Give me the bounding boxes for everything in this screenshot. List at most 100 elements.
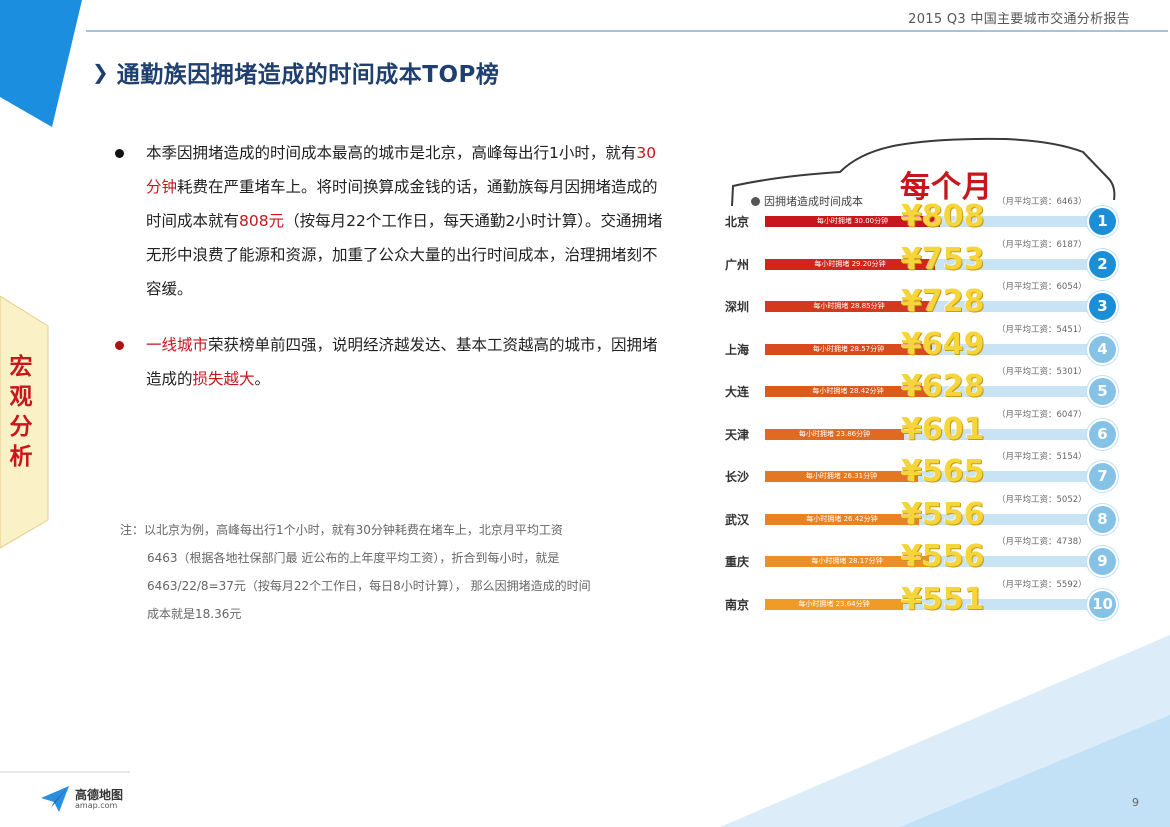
footnote: 注：以北京为例，高峰每出行1个小时，就有30分钟耗费在堵车上，北京月平均工资 6… xyxy=(120,516,665,628)
bar-fill-label: 每小时拥堵 23.86分钟 xyxy=(798,429,871,438)
salary-label: （月平均工资：5301） xyxy=(997,367,1087,377)
footnote-line: 成本就是18.36元 xyxy=(147,607,242,621)
bar-fill-label: 每小时拥堵 28.85分钟 xyxy=(813,302,885,310)
salary-label: （月平均工资：5592） xyxy=(997,579,1087,590)
highlight-text: 一线城市 xyxy=(146,336,209,354)
city-label: 南京 xyxy=(725,597,750,612)
logo-text: 高德地图 xyxy=(75,787,124,802)
bar-fill-label: 每小时拥堵 30.00分钟 xyxy=(816,217,889,225)
salary-label: （月平均工资：4738） xyxy=(997,537,1087,547)
page-number: 9 xyxy=(1132,796,1139,809)
city-label: 深圳 xyxy=(725,300,750,314)
footnote-line: 注：以北京为例，高峰每出行1个小时，就有30分钟耗费在堵车上，北京月平均工资 xyxy=(120,523,563,537)
salary-label: （月平均工资：6054） xyxy=(997,282,1087,292)
ranking-row: 大连 每小时拥堵 28.42分钟 ¥628 （月平均工资：5301） 5 xyxy=(725,367,1120,409)
footnote-line: 6463/22/8=37元（按每月22个工作日，每日8小时计算）， 那么因拥堵造… xyxy=(147,579,591,593)
monthly-cost-value: ¥601 xyxy=(901,411,985,447)
bottom-right-blue-triangle xyxy=(900,715,1170,827)
car-outline-icon xyxy=(731,137,1116,207)
monthly-cost-value: ¥556 xyxy=(901,539,985,574)
side-tab-label: 宏 观 分 析 xyxy=(6,352,36,472)
bullet-dot-icon xyxy=(115,341,124,350)
monthly-cost-value: ¥728 xyxy=(901,284,985,319)
bullet-item-2: 一线城市荣获榜单前四强，说明经济越发达、基本工资越高的城市，因拥堵造成的损失越大… xyxy=(112,328,667,396)
salary-label: （月平均工资：5451） xyxy=(997,324,1087,335)
rank-badge: 9 xyxy=(1089,548,1116,575)
bullet-dot-icon xyxy=(115,149,124,158)
top-left-blue-corner xyxy=(0,0,82,127)
footnote-line: 6463（根据各地社保部门最 近公布的上年度平均工资），折合到每小时，就是 xyxy=(147,551,560,565)
bar-fill-label: 每小时拥堵 28.42分钟 xyxy=(812,387,884,395)
city-label: 广州 xyxy=(725,257,750,272)
rank-badge: 5 xyxy=(1089,378,1116,405)
monthly-cost-value: ¥565 xyxy=(901,454,985,489)
bar-track xyxy=(765,598,1115,610)
bar-track xyxy=(765,471,1115,482)
ranking-row: 天津 每小时拥堵 23.86分钟 ¥601 （月平均工资：6047） 6 xyxy=(725,410,1120,452)
bar-fill-label: 每小时拥堵 28.17分钟 xyxy=(811,557,883,565)
ranking-row: 武汉 每小时拥堵 26.42分钟 ¥556 （月平均工资：5052） 8 xyxy=(725,495,1120,537)
bar-track xyxy=(765,216,1115,227)
bullet-text: 。 xyxy=(254,370,271,388)
rank-badge: 3 xyxy=(1089,293,1116,320)
side-tab-char: 宏 xyxy=(9,354,33,380)
ranking-row: 上海 每小时拥堵 28.57分钟 ¥649 （月平均工资：5451） 4 xyxy=(725,325,1120,367)
bar-fill-label: 每小时拥堵 28.57分钟 xyxy=(812,344,885,353)
city-label: 北京 xyxy=(725,215,750,229)
ranking-row: 长沙 每小时拥堵 26.31分钟 ¥565 （月平均工资：5154） 7 xyxy=(725,452,1120,494)
rank-badge: 10 xyxy=(1089,590,1116,618)
bar-fill xyxy=(765,301,933,312)
bar-fill xyxy=(765,556,929,567)
bar-fill xyxy=(765,428,904,440)
bar-fill xyxy=(765,258,935,270)
bar-fill xyxy=(765,386,931,397)
bullet-text: 本季因拥堵造成的时间成本最高的城市是北京，高峰每出行1小时，就有 xyxy=(146,144,637,162)
report-title: 2015 Q3 中国主要城市交通分析报告 xyxy=(908,12,1130,27)
bullet-text: 荣获榜单前四强，说明经济越发达、基本工资越高的城市，因拥堵造成的 xyxy=(146,336,658,388)
monthly-label: 每个月 xyxy=(900,170,993,205)
salary-label: （月平均工资：5154） xyxy=(997,452,1087,462)
bar-track xyxy=(765,556,1115,567)
bar-track xyxy=(765,513,1115,525)
monthly-cost-value: ¥808 xyxy=(901,199,985,234)
monthly-cost-value: ¥649 xyxy=(901,326,985,362)
bar-fill-label: 每小时拥堵 26.42分钟 xyxy=(806,514,878,523)
bar-track xyxy=(765,301,1115,312)
legend-label: 因拥堵造成时间成本 xyxy=(764,195,863,208)
slide-title: 通勤族因拥堵造成的时间成本TOP榜 xyxy=(116,62,500,88)
highlight-text: 损失越大 xyxy=(192,370,255,388)
ranking-row: 南京 每小时拥堵 23.64分钟 ¥551 （月平均工资：5592） 10 xyxy=(725,580,1120,622)
amap-logo: 高德地图 amap.com xyxy=(40,785,123,813)
city-label: 大连 xyxy=(725,385,750,399)
side-tab-char: 观 xyxy=(9,384,33,410)
side-tab-shape xyxy=(0,295,49,549)
highlight-text: 808元 xyxy=(239,212,285,230)
legend-dot-icon xyxy=(751,196,760,206)
side-tab-char: 析 xyxy=(9,444,33,470)
rank-badge: 7 xyxy=(1089,463,1116,490)
bar-fill xyxy=(765,216,940,227)
city-label: 武汉 xyxy=(725,512,750,527)
bar-track xyxy=(765,343,1115,355)
bar-track xyxy=(765,258,1115,270)
city-label: 重庆 xyxy=(725,555,750,569)
bar-fill xyxy=(765,343,932,355)
city-label: 天津 xyxy=(725,427,750,442)
rank-badge: 2 xyxy=(1089,250,1116,278)
highlight-text: 30分钟 xyxy=(146,144,657,196)
paper-plane-icon xyxy=(41,786,69,812)
chevron-right-icon: ❯ xyxy=(92,60,109,84)
bar-fill-label: 每小时拥堵 29.20分钟 xyxy=(814,259,886,268)
ranking-row: 广州 每小时拥堵 29.20分钟 ¥753 （月平均工资：6187） 2 xyxy=(725,240,1120,282)
chart-legend: 因拥堵造成时间成本 xyxy=(751,193,863,209)
monthly-cost-value: ¥556 xyxy=(901,496,985,532)
bar-fill xyxy=(765,471,918,482)
monthly-cost-value: ¥628 xyxy=(901,369,985,404)
city-label: 上海 xyxy=(725,342,750,357)
salary-label: （月平均工资：6187） xyxy=(997,239,1087,250)
logo-url: amap.com xyxy=(75,800,118,810)
ranking-row: 深圳 每小时拥堵 28.85分钟 ¥728 （月平均工资：6054） 3 xyxy=(725,282,1120,324)
rank-badge: 6 xyxy=(1089,420,1116,448)
monthly-cost-value: ¥753 xyxy=(901,241,985,277)
